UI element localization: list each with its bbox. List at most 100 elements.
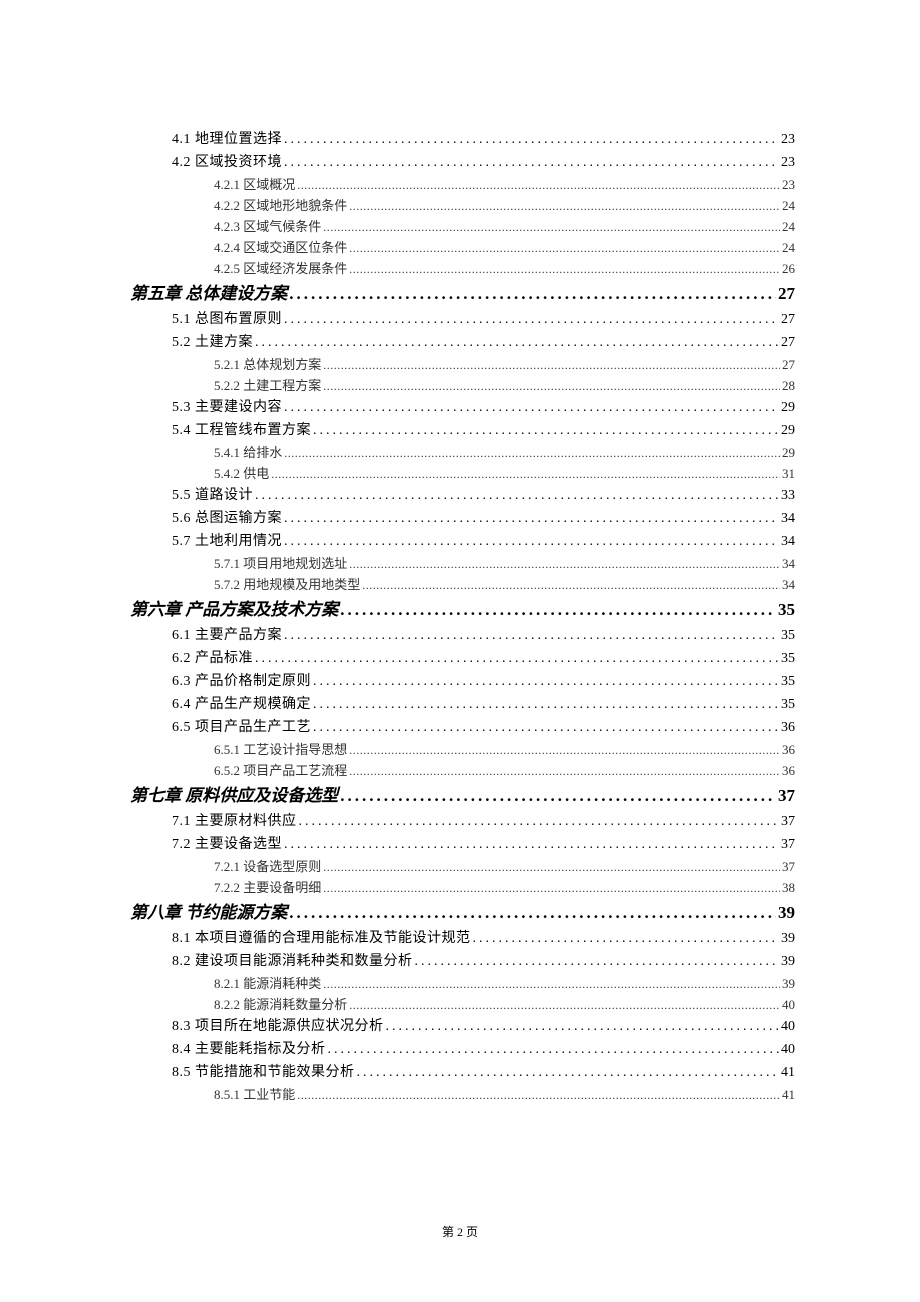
toc-entry: 8.2.1 能源消耗种类39 xyxy=(130,973,795,994)
toc-page-number: 41 xyxy=(782,1084,795,1105)
toc-leader xyxy=(323,359,780,371)
toc-page-number: 39 xyxy=(782,973,795,994)
toc-page-number: 24 xyxy=(782,237,795,258)
toc-leader xyxy=(284,833,779,856)
toc-label: 4.2.1 区域概况 xyxy=(214,174,295,195)
toc-entry: 5.4.2 供电31 xyxy=(130,463,795,484)
toc-entry: 6.3 产品价格制定原则35 xyxy=(130,670,795,693)
toc-entry: 4.2 区域投资环境 23 xyxy=(130,151,795,174)
toc-page-number: 39 xyxy=(781,927,795,950)
toc-page-number: 37 xyxy=(778,782,795,810)
toc-page-number: 41 xyxy=(781,1061,795,1084)
toc-entry: 7.1 主要原材料供应 37 xyxy=(130,810,795,833)
toc-leader xyxy=(323,380,780,392)
toc-entry: 5.1 总图布置原则27 xyxy=(130,308,795,331)
toc-label: 5.3 主要建设内容 xyxy=(172,396,282,419)
toc-leader xyxy=(284,128,779,151)
toc-entry: 7.2.1 设备选型原则 37 xyxy=(130,856,795,877)
toc-leader xyxy=(473,927,780,950)
toc-page-number: 23 xyxy=(781,151,795,174)
toc-entry: 第五章 总体建设方案27 xyxy=(130,280,795,308)
toc-leader xyxy=(284,624,779,647)
toc-label: 8.5 节能措施和节能效果分析 xyxy=(172,1061,355,1084)
toc-label: 7.2 主要设备选型 xyxy=(172,833,282,856)
toc-page-number: 36 xyxy=(782,739,795,760)
toc-label: 4.2 区域投资环境 xyxy=(172,151,282,174)
toc-leader xyxy=(349,263,780,275)
toc-leader xyxy=(313,716,779,739)
toc-leader xyxy=(255,647,779,670)
toc-entry: 6.5 项目产品生产工艺 36 xyxy=(130,716,795,739)
toc-page-number: 34 xyxy=(781,530,795,553)
toc-label: 5.4 工程管线布置方案 xyxy=(172,419,311,442)
toc-leader xyxy=(323,978,780,990)
toc-page-number: 36 xyxy=(781,716,795,739)
toc-page-number: 29 xyxy=(781,396,795,419)
toc-label: 6.5.2 项目产品工艺流程 xyxy=(214,760,347,781)
toc-page-number: 24 xyxy=(782,195,795,216)
toc-entry: 第八章 节约能源方案 39 xyxy=(130,899,795,927)
toc-entry: 第六章 产品方案及技术方案35 xyxy=(130,596,795,624)
toc-entry: 6.1 主要产品方案35 xyxy=(130,624,795,647)
toc-leader xyxy=(289,280,776,308)
toc-entry: 8.2.2 能源消耗数量分析 40 xyxy=(130,994,795,1015)
toc-label: 5.7 土地利用情况 xyxy=(172,530,282,553)
toc-label: 8.4 主要能耗指标及分析 xyxy=(172,1038,326,1061)
toc-entry: 5.4.1 给排水29 xyxy=(130,442,795,463)
toc-page-number: 26 xyxy=(782,258,795,279)
toc-label: 6.5 项目产品生产工艺 xyxy=(172,716,311,739)
toc-page-number: 35 xyxy=(781,647,795,670)
toc-page-number: 39 xyxy=(778,899,795,927)
toc-entry: 8.4 主要能耗指标及分析40 xyxy=(130,1038,795,1061)
toc-label: 6.5.1 工艺设计指导思想 xyxy=(214,739,347,760)
toc-page-number: 27 xyxy=(781,331,795,354)
toc-entry: 5.7 土地利用情况 34 xyxy=(130,530,795,553)
toc-page-number: 23 xyxy=(781,128,795,151)
toc-label: 4.2.4 区域交通区位条件 xyxy=(214,237,347,258)
toc-label: 7.1 主要原材料供应 xyxy=(172,810,297,833)
toc-page-number: 31 xyxy=(782,463,795,484)
toc-label: 第八章 节约能源方案 xyxy=(130,899,287,927)
toc-label: 6.4 产品生产规模确定 xyxy=(172,693,311,716)
toc-entry: 8.5 节能措施和节能效果分析 41 xyxy=(130,1061,795,1084)
toc-page-number: 40 xyxy=(782,994,795,1015)
toc-entry: 5.7.2 用地规模及用地类型34 xyxy=(130,574,795,595)
toc-leader xyxy=(284,447,780,459)
toc-entry: 7.2 主要设备选型 37 xyxy=(130,833,795,856)
toc-label: 5.7.1 项目用地规划选址 xyxy=(214,553,347,574)
toc-leader xyxy=(313,670,779,693)
toc-leader xyxy=(284,396,779,419)
toc-label: 6.1 主要产品方案 xyxy=(172,624,282,647)
toc-entry: 8.2 建设项目能源消耗种类和数量分析 39 xyxy=(130,950,795,973)
toc-page-number: 37 xyxy=(781,810,795,833)
toc-page-number: 33 xyxy=(781,484,795,507)
toc-leader xyxy=(328,1038,780,1061)
toc-page-number: 34 xyxy=(781,507,795,530)
toc-page-number: 23 xyxy=(782,174,795,195)
toc-page-number: 37 xyxy=(782,856,795,877)
toc-label: 7.2.1 设备选型原则 xyxy=(214,856,321,877)
toc-entry: 4.2.1 区域概况 23 xyxy=(130,174,795,195)
toc-entry: 4.2.4 区域交通区位条件 24 xyxy=(130,237,795,258)
toc-label: 8.2 建设项目能源消耗种类和数量分析 xyxy=(172,950,413,973)
toc-leader xyxy=(349,242,780,254)
toc-leader xyxy=(284,151,779,174)
toc-entry: 4.2.3 区域气候条件24 xyxy=(130,216,795,237)
toc-label: 8.1 本项目遵循的合理用能标准及节能设计规范 xyxy=(172,927,471,950)
toc-page-number: 27 xyxy=(778,280,795,308)
toc-entry: 8.1 本项目遵循的合理用能标准及节能设计规范 39 xyxy=(130,927,795,950)
toc-label: 8.5.1 工业节能 xyxy=(214,1084,295,1105)
toc-entry: 7.2.2 主要设备明细38 xyxy=(130,877,795,898)
toc-page-number: 37 xyxy=(781,833,795,856)
toc-leader xyxy=(349,200,780,212)
toc-page-number: 39 xyxy=(781,950,795,973)
toc-label: 5.5 道路设计 xyxy=(172,484,253,507)
page-footer: 第 2 页 xyxy=(0,1223,920,1240)
toc-label: 8.2.2 能源消耗数量分析 xyxy=(214,994,347,1015)
toc-leader xyxy=(255,484,779,507)
toc-leader xyxy=(349,744,780,756)
toc-leader xyxy=(323,221,780,233)
toc-label: 4.2.5 区域经济发展条件 xyxy=(214,258,347,279)
toc-page-number: 28 xyxy=(782,375,795,396)
toc-label: 5.2.2 土建工程方案 xyxy=(214,375,321,396)
